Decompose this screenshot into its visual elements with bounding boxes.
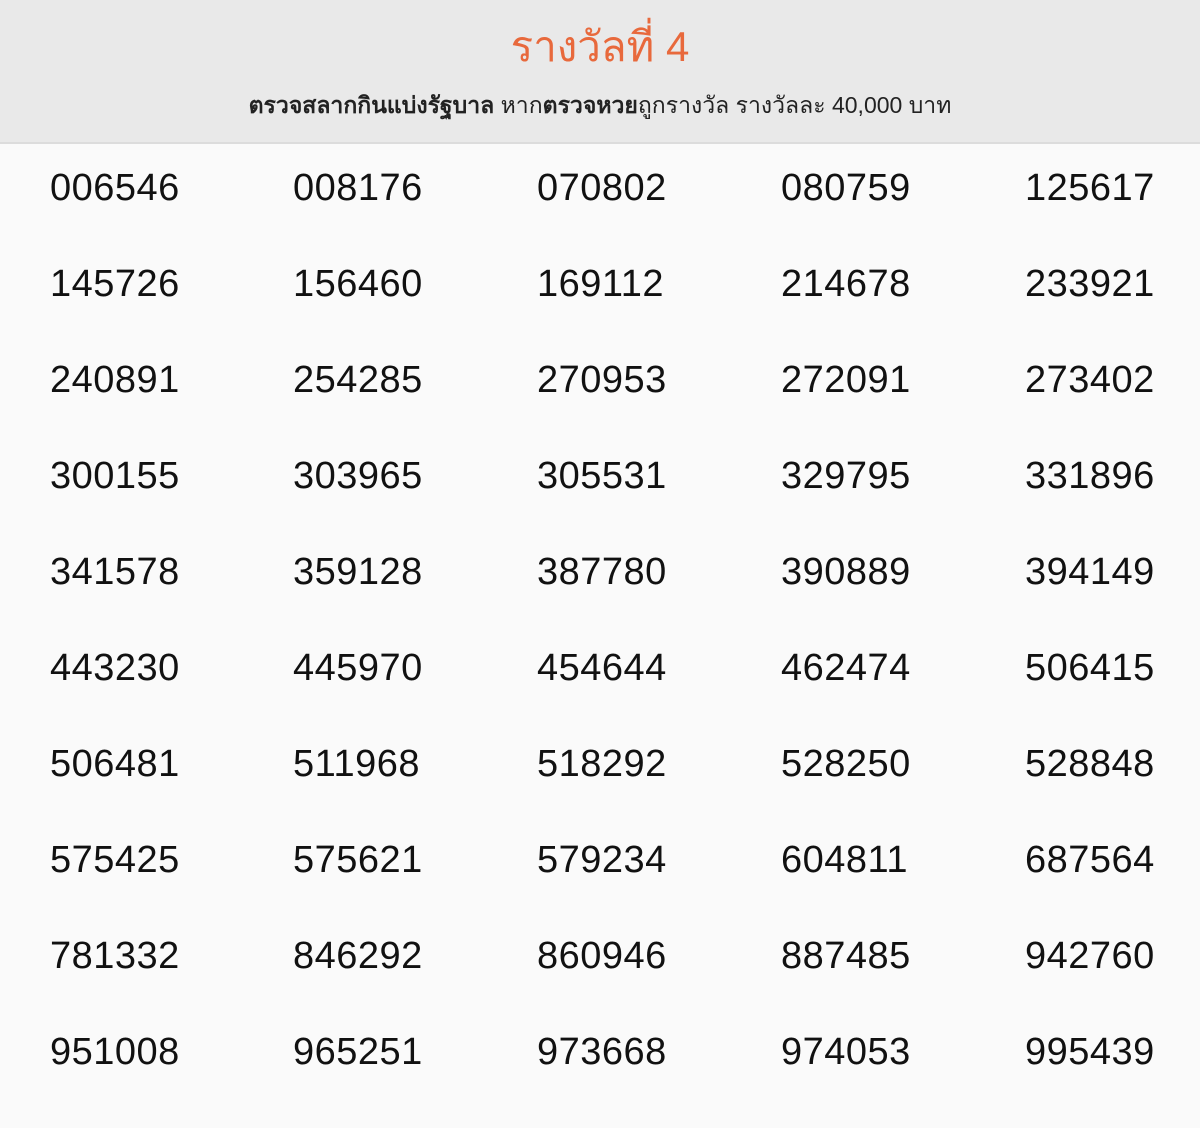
winning-number: 006546 [50, 167, 180, 209]
prize-title: รางวัลที่ 4 [510, 23, 690, 70]
winning-number: 233921 [1025, 263, 1155, 305]
winning-number: 305531 [537, 455, 667, 497]
prize-header: รางวัลที่ 4 ตรวจสลากกินแบ่งรัฐบาล หากตรว… [0, 0, 1200, 144]
winning-number: 528848 [1025, 743, 1155, 785]
winning-number: 080759 [781, 167, 911, 209]
winning-number: 445970 [293, 647, 423, 689]
winning-number: 214678 [781, 263, 911, 305]
winning-number: 462474 [781, 647, 911, 689]
winning-number: 240891 [50, 359, 180, 401]
winning-number: 518292 [537, 743, 667, 785]
number-row: 145726 156460 169112 214678 233921 [0, 259, 1200, 355]
number-row: 300155 303965 305531 329795 331896 [0, 451, 1200, 547]
number-row: 341578 359128 387780 390889 394149 [0, 547, 1200, 643]
winning-number: 604811 [781, 839, 908, 881]
winning-number: 359128 [293, 551, 423, 593]
winning-number: 156460 [293, 263, 423, 305]
winning-number: 341578 [50, 551, 180, 593]
number-row: 006546 008176 070802 080759 125617 [0, 163, 1200, 259]
winning-number: 070802 [537, 167, 667, 209]
subtitle-part: ตรวจหวย [542, 92, 638, 118]
winning-number: 303965 [293, 455, 423, 497]
winning-number: 781332 [50, 935, 180, 977]
number-row: 951008 965251 973668 974053 995439 [0, 1027, 1200, 1123]
winning-number: 860946 [537, 935, 667, 977]
subtitle-part: ถูกรางวัล รางวัลละ 40,000 บาท [637, 92, 952, 118]
number-row: 506481 511968 518292 528250 528848 [0, 739, 1200, 835]
winning-number: 965251 [293, 1031, 423, 1073]
winning-number: 454644 [537, 647, 667, 689]
winning-number: 390889 [781, 551, 911, 593]
number-row: 781332 846292 860946 887485 942760 [0, 931, 1200, 1027]
winning-number: 169112 [537, 263, 664, 305]
winning-number: 942760 [1025, 935, 1155, 977]
winning-number: 528250 [781, 743, 911, 785]
winning-number: 575621 [293, 839, 423, 881]
winning-number: 846292 [293, 935, 423, 977]
winning-number: 579234 [537, 839, 667, 881]
winning-number: 973668 [537, 1031, 667, 1073]
number-row: 575425 575621 579234 604811 687564 [0, 835, 1200, 931]
number-row: 240891 254285 270953 272091 273402 [0, 355, 1200, 451]
winning-number: 272091 [781, 359, 911, 401]
winning-number: 329795 [781, 455, 911, 497]
subtitle-part: หาก [494, 92, 543, 118]
winning-number: 387780 [537, 551, 667, 593]
winning-number: 443230 [50, 647, 180, 689]
winning-number: 273402 [1025, 359, 1155, 401]
winning-number: 331896 [1025, 455, 1155, 497]
winning-number: 687564 [1025, 839, 1155, 881]
winning-number: 506415 [1025, 647, 1155, 689]
winning-number: 887485 [781, 935, 911, 977]
winning-number: 575425 [50, 839, 180, 881]
number-row: 443230 445970 454644 462474 506415 [0, 643, 1200, 739]
winning-number: 008176 [293, 167, 423, 209]
winning-number: 951008 [50, 1031, 180, 1073]
winning-number: 254285 [293, 359, 423, 401]
winning-number: 125617 [1025, 167, 1155, 209]
subtitle-part: ตรวจสลากกินแบ่งรัฐบาล [248, 92, 495, 118]
winning-number: 145726 [50, 263, 180, 305]
winning-number: 995439 [1025, 1031, 1155, 1073]
winning-number: 974053 [781, 1031, 911, 1073]
winning-numbers-grid: 006546 008176 070802 080759 125617 145726 1564… [0, 144, 1200, 1123]
winning-number: 270953 [537, 359, 667, 401]
winning-number: 506481 [50, 743, 180, 785]
winning-number: 394149 [1025, 551, 1155, 593]
winning-number: 511968 [293, 743, 420, 785]
prize-subtitle: ตรวจสลากกินแบ่งรัฐบาล หากตรวจหวยถูกรางวั… [0, 90, 1200, 120]
winning-number: 300155 [50, 455, 180, 497]
